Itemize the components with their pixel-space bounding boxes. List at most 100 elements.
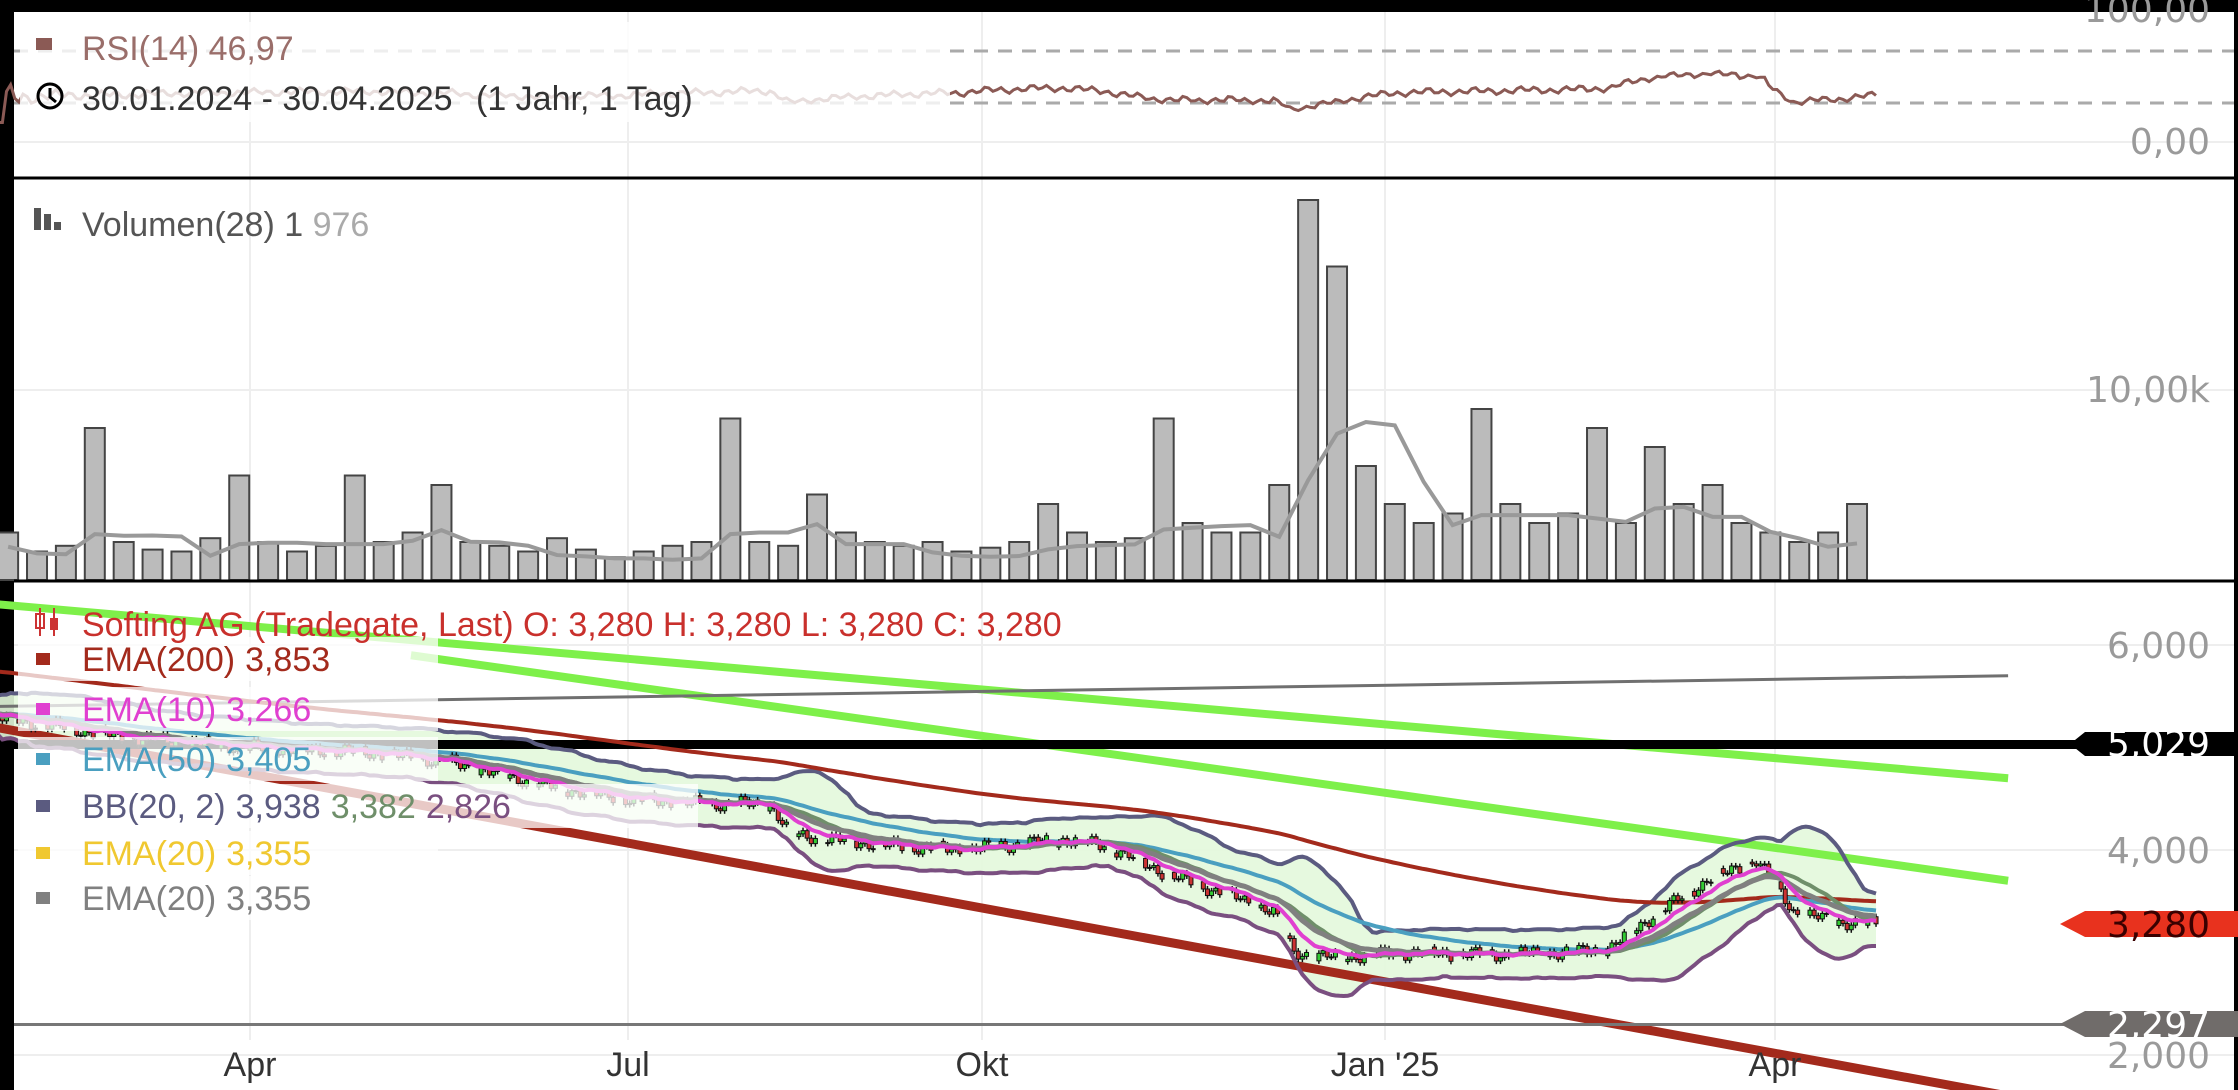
legend-entry: EMA(20) 3,355 <box>82 835 311 873</box>
candle-body <box>1757 863 1763 867</box>
axes: 100,00 0,00 10,00k 6,000 4,000 2,000 Apr… <box>224 0 2211 1084</box>
volume-bar <box>892 544 915 581</box>
candle-body <box>1304 952 1310 957</box>
x-tick: Jul <box>606 1046 649 1084</box>
price-tag-gray-value: 2,297 <box>2107 1005 2210 1046</box>
legend-backdrop <box>18 831 438 875</box>
candle-body <box>1171 871 1177 880</box>
price-tag-black-value: 5,029 <box>2107 724 2210 765</box>
volume-bar <box>1326 265 1349 581</box>
volume-bar <box>1094 541 1117 581</box>
rsi-legend-backdrop <box>20 22 950 122</box>
candle-body <box>870 848 876 851</box>
candle-body <box>462 764 468 770</box>
clock-icon <box>36 82 64 110</box>
candle-body <box>1634 930 1640 934</box>
candle-body <box>1795 909 1801 915</box>
candle-body <box>1204 888 1210 897</box>
candle-body <box>507 774 513 779</box>
candle-body <box>1130 857 1136 860</box>
volume-bar <box>170 550 193 581</box>
candle-body <box>1638 921 1644 932</box>
candle-body <box>854 840 860 849</box>
date-range[interactable]: 30.01.2024 - 30.04.2025 (1 Jahr, 1 Tag) <box>82 80 693 118</box>
volume-bar <box>1354 465 1377 581</box>
candle-body <box>1237 898 1243 901</box>
volume-bar <box>1412 522 1435 581</box>
candle-body <box>1613 942 1619 945</box>
volume-bar <box>26 550 49 581</box>
volume-pane <box>0 199 1869 582</box>
volume-bar <box>372 541 395 581</box>
legend-entry: EMA(200) 3,853 <box>82 641 330 679</box>
candle-body <box>825 842 831 845</box>
candle-body <box>1737 866 1743 874</box>
candle-body <box>1733 865 1739 868</box>
price-tick: 2,000 <box>2107 1036 2210 1077</box>
legend-swatch <box>36 753 50 765</box>
candle-body <box>916 851 922 855</box>
bar-chart-icon <box>34 208 61 230</box>
x-tick: Apr <box>1749 1046 1802 1084</box>
volume-bar <box>517 550 540 581</box>
legend-entry: EMA(20) 3,355 <box>82 880 311 918</box>
volume-bar <box>1181 522 1204 581</box>
volume-bar <box>1239 531 1262 581</box>
volume-bar <box>1066 531 1089 581</box>
candle-body <box>1708 881 1714 884</box>
volume-bar <box>1759 531 1782 581</box>
volume-bar <box>1037 503 1060 581</box>
candle-body <box>1617 941 1623 945</box>
candle-body <box>949 849 955 853</box>
legend-backdrop <box>18 737 438 781</box>
volume-bar <box>1210 531 1233 581</box>
candle-body <box>1667 900 1673 912</box>
volume-bar <box>1297 199 1320 581</box>
volume-bar <box>0 531 20 581</box>
legend-entry: EMA(50) 3,405 <box>82 741 311 779</box>
volume-bar <box>141 548 164 581</box>
candle-body <box>1840 919 1846 924</box>
candle-body <box>1749 861 1755 865</box>
candle-body <box>858 843 864 849</box>
candle-body <box>1176 878 1182 881</box>
candle-body <box>1762 863 1768 866</box>
candle-body <box>1790 909 1796 912</box>
candle-body <box>1357 958 1363 964</box>
candle-body <box>1155 865 1161 875</box>
candle-body <box>1679 898 1685 901</box>
volume-ma-line <box>7 420 1858 562</box>
grid <box>14 12 2234 1056</box>
candle-body <box>1786 903 1792 911</box>
candle-body <box>1691 890 1697 897</box>
volume-bar <box>1788 541 1811 581</box>
volume-bar <box>257 541 280 581</box>
candle-body <box>1213 887 1219 892</box>
price-tick: 4,000 <box>2107 831 2210 872</box>
candle-body <box>1497 957 1503 962</box>
rsi-tick: 0,00 <box>2130 122 2210 163</box>
candle-body <box>1291 938 1297 952</box>
candle-body <box>1242 895 1248 900</box>
price-tag-last-value: 3,280 <box>2107 905 2210 946</box>
candle-body <box>1258 904 1264 909</box>
candle-body <box>1328 956 1334 959</box>
candle-body <box>1807 909 1813 916</box>
volume-bar <box>1672 503 1695 581</box>
price-legend: EMA(200) 3,853 EMA(10) 3,266 EMA(50) 3,405 BB(… <box>18 637 698 920</box>
candle-body <box>1646 922 1652 928</box>
legend-backdrop <box>18 637 438 681</box>
volume-bar <box>1383 503 1406 581</box>
candle-body <box>490 770 496 776</box>
volume-bar <box>228 474 251 581</box>
volume-bar <box>1846 503 1869 581</box>
candle-body <box>1844 922 1850 931</box>
candle-body <box>796 833 802 838</box>
candle-body <box>1320 950 1326 954</box>
candle-body <box>1473 947 1479 951</box>
volume-bar <box>1817 531 1840 581</box>
legend-swatch <box>36 653 50 665</box>
volume-bar <box>632 550 655 581</box>
candle-body <box>1143 857 1149 869</box>
